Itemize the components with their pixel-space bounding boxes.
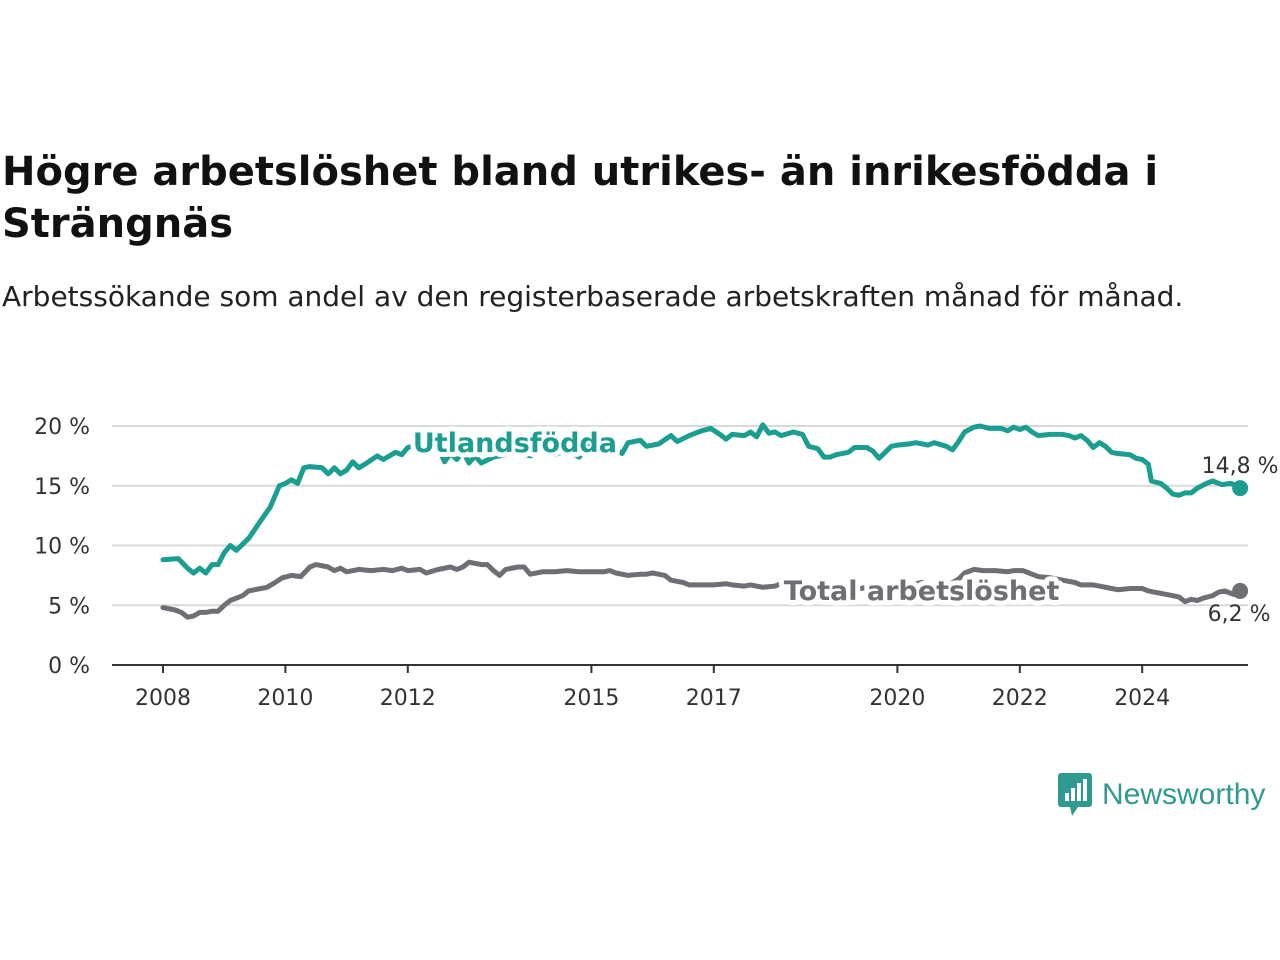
y-tick-label: 20 % xyxy=(34,415,90,440)
x-tick-label: 2008 xyxy=(135,686,191,711)
x-axis-ticks: 2008 2010 2012 2015 2017 2020 2022 2024 xyxy=(135,665,1170,711)
end-label-total: 6,2 % xyxy=(1208,602,1271,627)
x-tick-label: 2020 xyxy=(869,686,925,711)
newsworthy-bar-chart-icon xyxy=(1058,773,1092,816)
y-tick-label: 15 % xyxy=(34,475,90,500)
x-tick-label: 2010 xyxy=(257,686,313,711)
y-axis-ticks: 0 % 5 % 10 % 15 % 20 % xyxy=(34,415,90,679)
x-tick-label: 2024 xyxy=(1114,686,1170,711)
series-label-utlandsfodda: Utlandsfödda xyxy=(413,428,617,459)
series-label-total: Total arbetslöshet xyxy=(784,576,1060,607)
chart-title: Högre arbetslöshet bland utrikes- än inr… xyxy=(2,149,1159,247)
end-label-utlandsfodda: 14,8 % xyxy=(1202,454,1279,479)
y-tick-label: 0 % xyxy=(48,654,90,679)
series-line-total xyxy=(160,559,1243,620)
line-chart: 0 %5 %10 %15 %20 % 2008 2010 2012 2015 2017 2… xyxy=(34,415,1279,711)
newsworthy-logo: Newsworthy xyxy=(1058,773,1265,817)
gridlines xyxy=(112,425,1248,666)
x-tick-label: 2022 xyxy=(992,686,1048,711)
x-tick-label: 2017 xyxy=(686,686,742,711)
brand-name: Newsworthy xyxy=(1102,778,1266,811)
y-tick-label: 10 % xyxy=(34,535,90,560)
end-point-total xyxy=(1232,582,1249,599)
x-tick-label: 2015 xyxy=(563,686,619,711)
series-lines xyxy=(160,422,1249,620)
end-point-utlandsfodda xyxy=(1232,480,1249,497)
chart-subtitle: Arbetssökande som andel av den registerb… xyxy=(2,280,1184,313)
x-tick-label: 2012 xyxy=(380,686,436,711)
y-tick-label: 5 % xyxy=(48,594,90,619)
series-line-utlandsfodda xyxy=(160,422,1243,576)
series-labels: 14,8 % 6,2 % Utlandsfödda Total arbetslöshe… xyxy=(408,423,1279,627)
